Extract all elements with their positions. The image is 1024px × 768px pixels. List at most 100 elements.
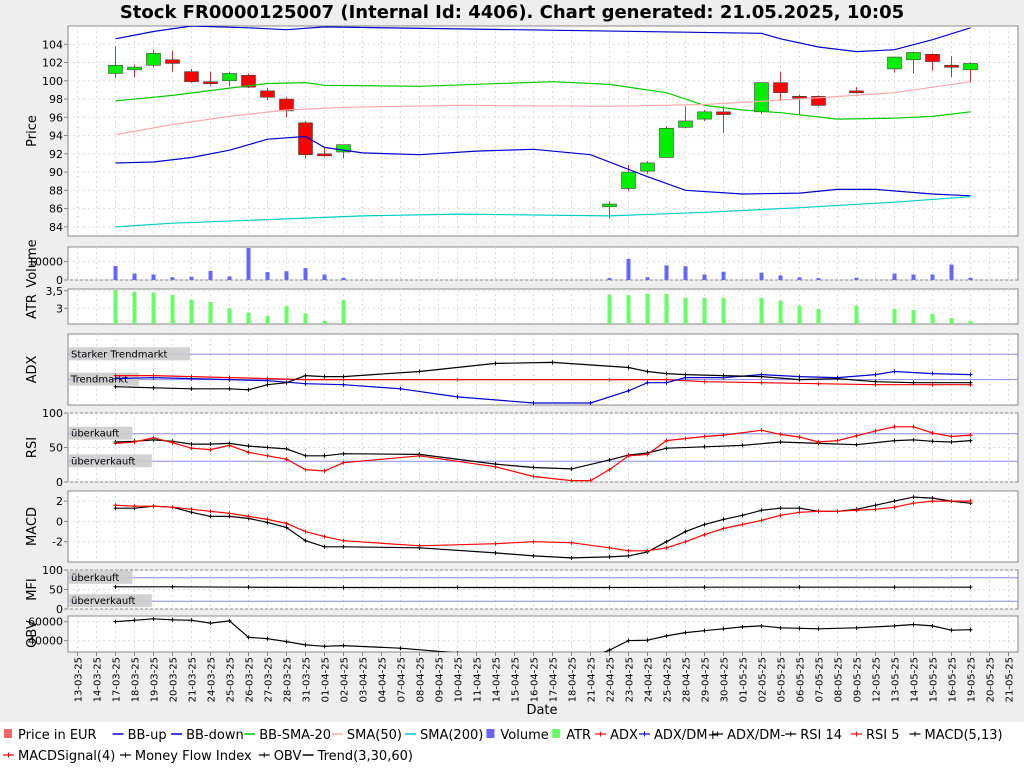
adx-dm-line <box>115 361 971 391</box>
candle-body <box>621 171 636 189</box>
date-tick-label: 02-05-25 <box>758 657 769 702</box>
mfi-ref-label: überkauft <box>71 573 119 584</box>
date-tick-label: 13-03-25 <box>74 657 85 702</box>
obv-point <box>797 626 802 631</box>
legend-marker-rsi-5 <box>854 731 859 737</box>
money-flow-index-point <box>113 584 118 589</box>
rsi-5-point <box>702 434 707 439</box>
macd-5-13-point <box>569 555 574 560</box>
candle-body <box>906 52 921 61</box>
rsi-5-point <box>911 424 916 429</box>
macdsignal-4-point <box>645 548 650 553</box>
candle-body <box>298 122 313 156</box>
obv-point <box>740 624 745 629</box>
rsi-5-point <box>588 478 593 482</box>
adx-dm-point <box>227 377 232 382</box>
rsi-5-point <box>189 446 194 451</box>
price-tick-label: 84 <box>49 221 63 234</box>
atr-bar <box>246 312 251 324</box>
adx-dm-point <box>341 382 346 387</box>
date-tick-label: 17-03-25 <box>112 657 123 702</box>
macdsignal-4-point <box>341 538 346 543</box>
date-tick-label: 07-04-25 <box>397 657 408 702</box>
candle-body <box>963 63 978 71</box>
macdsignal-4-point <box>265 517 270 522</box>
obv-tick-label: 60000 <box>28 616 63 629</box>
obv-point <box>645 638 650 643</box>
candle-body <box>773 82 788 93</box>
mfi-axis-label: MFI <box>25 578 40 601</box>
obv-point <box>911 622 916 627</box>
rsi-14-point <box>968 438 973 443</box>
legend-label-macdsignal-4: MACDSignal(4) <box>18 749 115 764</box>
rsi-14-point <box>303 453 308 458</box>
money-flow-index-point <box>702 585 707 590</box>
price-plot-area <box>67 25 1019 237</box>
volume-bar <box>892 273 897 280</box>
atr-bar <box>797 305 802 324</box>
date-tick-label: 28-04-25 <box>682 657 693 702</box>
date-tick-label: 23-04-25 <box>625 657 636 702</box>
rsi-5-point <box>645 452 650 457</box>
macd-5-13-point <box>284 525 289 530</box>
legend-background <box>0 722 1024 768</box>
candle-body <box>925 54 940 62</box>
macdsignal-4-point <box>284 521 289 526</box>
date-tick-label: 16-05-25 <box>948 657 959 702</box>
adx-dm-point <box>759 374 764 379</box>
adx-dm-point <box>550 360 555 365</box>
candle-body <box>184 71 199 82</box>
date-tick-label: 18-03-25 <box>131 657 142 702</box>
bb-up-line <box>115 26 971 53</box>
rsi-5-point <box>778 432 783 437</box>
rsi-14-point <box>208 442 213 447</box>
date-tick-label: 06-05-25 <box>796 657 807 702</box>
rsi-14-point <box>854 442 859 447</box>
legend-marker-macdsignal-4 <box>6 752 11 758</box>
obv-point <box>227 618 232 623</box>
legend-label-bb-sma-20: BB-SMA-20 <box>259 728 331 743</box>
macdsignal-4-point <box>968 499 973 504</box>
atr-bar <box>265 315 270 324</box>
rsi-14-point <box>189 442 194 447</box>
macdsignal-4-point <box>322 534 327 539</box>
date-tick-label: 07-05-25 <box>815 657 826 702</box>
legend-marker-adx-dm <box>715 731 721 737</box>
macd-5-13-point <box>531 553 536 558</box>
obv-point <box>457 650 458 652</box>
atr-panel: 3 3,5 ATR <box>25 285 1019 325</box>
date-tick-label: 25-03-25 <box>226 657 237 702</box>
legend-label-sma-50: SMA(50) <box>347 728 402 743</box>
volume-bar <box>227 276 232 280</box>
volume-bar <box>721 271 726 280</box>
money-flow-index-point <box>892 585 897 590</box>
obv-point <box>683 630 688 635</box>
rsi-ref-label-bg <box>69 454 152 468</box>
macd-panel: -2 0 2 MACD <box>25 490 1019 563</box>
date-tick-label: 24-04-25 <box>644 657 655 702</box>
legend-label-trend-3-30-60: Trend(3,30,60) <box>317 749 413 764</box>
legend-label-atr: ATR <box>566 728 591 743</box>
candle-body <box>165 59 180 64</box>
date-tick-label: 14-03-25 <box>93 657 104 702</box>
date-tick-label: 01-04-25 <box>321 657 332 702</box>
adx-point <box>607 377 612 382</box>
macd-5-13-point <box>778 506 783 511</box>
legend-label-macd-5-13: MACD(5,13) <box>925 728 1003 743</box>
macd-5-13-point <box>721 517 726 522</box>
adx-ref-label: Trendmarkt <box>70 375 128 386</box>
macdsignal-4-point <box>835 509 840 514</box>
volume-bar <box>208 270 213 280</box>
mfi-marks: überkauft überverkauft <box>68 570 1018 608</box>
rsi-tick-label: 50 <box>49 442 63 455</box>
obv-point <box>208 621 213 626</box>
legend-marker-rsi-14 <box>788 731 794 737</box>
rsi-14-point <box>284 446 289 451</box>
rsi-14-point <box>607 457 612 462</box>
rsi-14-point <box>265 445 270 450</box>
candle-body <box>849 90 864 94</box>
date-tick-label: 09-04-25 <box>435 657 446 702</box>
adx-point <box>702 379 707 384</box>
macd-tick-label: 0 <box>56 515 63 528</box>
